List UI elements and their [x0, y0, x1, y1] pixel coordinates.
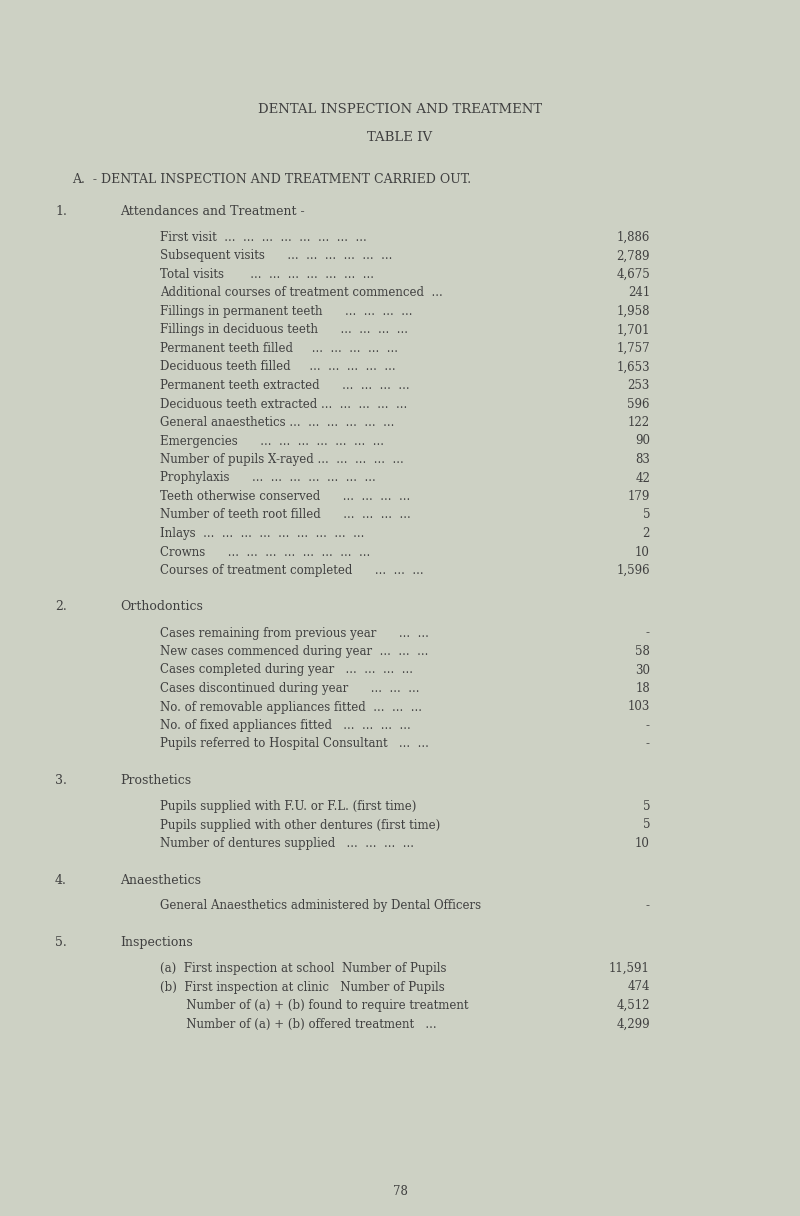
Text: 83: 83 [635, 454, 650, 466]
Text: General Anaesthetics administered by Dental Officers: General Anaesthetics administered by Den… [160, 900, 481, 912]
Text: 2.: 2. [55, 601, 66, 614]
Text: 4,675: 4,675 [616, 268, 650, 281]
Text: Pupils referred to Hospital Consultant   ...  ...: Pupils referred to Hospital Consultant .… [160, 737, 429, 750]
Text: Permanent teeth filled     ...  ...  ...  ...  ...: Permanent teeth filled ... ... ... ... .… [160, 342, 398, 355]
Text: Cases remaining from previous year      ...  ...: Cases remaining from previous year ... .… [160, 626, 429, 640]
Text: New cases commenced during year  ...  ...  ...: New cases commenced during year ... ... … [160, 644, 428, 658]
Text: 78: 78 [393, 1186, 407, 1198]
Text: -: - [646, 900, 650, 912]
Text: Fillings in permanent teeth      ...  ...  ...  ...: Fillings in permanent teeth ... ... ... … [160, 305, 413, 319]
Text: 1,958: 1,958 [617, 305, 650, 319]
Text: Crowns      ...  ...  ...  ...  ...  ...  ...  ...: Crowns ... ... ... ... ... ... ... ... [160, 546, 370, 558]
Text: Additional courses of treatment commenced  ...: Additional courses of treatment commence… [160, 287, 442, 299]
Text: 58: 58 [635, 644, 650, 658]
Text: 4.: 4. [55, 873, 67, 886]
Text: Prosthetics: Prosthetics [120, 775, 191, 787]
Text: Cases discontinued during year      ...  ...  ...: Cases discontinued during year ... ... .… [160, 682, 419, 696]
Text: 1.: 1. [55, 206, 67, 218]
Text: -: - [646, 626, 650, 640]
Text: 5: 5 [642, 508, 650, 522]
Text: 1,653: 1,653 [616, 360, 650, 373]
Text: Deciduous teeth extracted ...  ...  ...  ...  ...: Deciduous teeth extracted ... ... ... ..… [160, 398, 407, 411]
Text: 2,789: 2,789 [617, 249, 650, 263]
Text: Number of teeth root filled      ...  ...  ...  ...: Number of teeth root filled ... ... ... … [160, 508, 410, 522]
Text: Teeth otherwise conserved      ...  ...  ...  ...: Teeth otherwise conserved ... ... ... ..… [160, 490, 410, 503]
Text: Subsequent visits      ...  ...  ...  ...  ...  ...: Subsequent visits ... ... ... ... ... ..… [160, 249, 392, 263]
Text: Pupils supplied with F.U. or F.L. (first time): Pupils supplied with F.U. or F.L. (first… [160, 800, 416, 814]
Text: 4,299: 4,299 [616, 1018, 650, 1030]
Text: General anaesthetics ...  ...  ...  ...  ...  ...: General anaesthetics ... ... ... ... ...… [160, 416, 394, 429]
Text: Fillings in deciduous teeth      ...  ...  ...  ...: Fillings in deciduous teeth ... ... ... … [160, 323, 408, 337]
Text: Number of dentures supplied   ...  ...  ...  ...: Number of dentures supplied ... ... ... … [160, 837, 414, 850]
Text: 4,512: 4,512 [617, 1000, 650, 1012]
Text: 253: 253 [628, 379, 650, 392]
Text: Inlays  ...  ...  ...  ...  ...  ...  ...  ...  ...: Inlays ... ... ... ... ... ... ... ... .… [160, 527, 364, 540]
Text: 10: 10 [635, 546, 650, 558]
Text: 179: 179 [628, 490, 650, 503]
Text: 10: 10 [635, 837, 650, 850]
Text: 90: 90 [635, 434, 650, 447]
Text: 5.: 5. [55, 936, 66, 948]
Text: Permanent teeth extracted      ...  ...  ...  ...: Permanent teeth extracted ... ... ... ..… [160, 379, 410, 392]
Text: 5: 5 [642, 818, 650, 832]
Text: Orthodontics: Orthodontics [120, 601, 203, 614]
Text: (b)  First inspection at clinic   Number of Pupils: (b) First inspection at clinic Number of… [160, 980, 445, 993]
Text: No. of fixed appliances fitted   ...  ...  ...  ...: No. of fixed appliances fitted ... ... .… [160, 719, 410, 732]
Text: 474: 474 [627, 980, 650, 993]
Text: Deciduous teeth filled     ...  ...  ...  ...  ...: Deciduous teeth filled ... ... ... ... .… [160, 360, 396, 373]
Text: Prophylaxis      ...  ...  ...  ...  ...  ...  ...: Prophylaxis ... ... ... ... ... ... ... [160, 472, 376, 484]
Text: 1,757: 1,757 [616, 342, 650, 355]
Text: Inspections: Inspections [120, 936, 193, 948]
Text: 122: 122 [628, 416, 650, 429]
Text: TABLE IV: TABLE IV [367, 131, 433, 143]
Text: Total visits       ...  ...  ...  ...  ...  ...  ...: Total visits ... ... ... ... ... ... ... [160, 268, 374, 281]
Text: 11,591: 11,591 [609, 962, 650, 975]
Text: Number of pupils X-rayed ...  ...  ...  ...  ...: Number of pupils X-rayed ... ... ... ...… [160, 454, 404, 466]
Text: -: - [646, 737, 650, 750]
Text: DENTAL INSPECTION AND TREATMENT: DENTAL INSPECTION AND TREATMENT [258, 103, 542, 116]
Text: 18: 18 [635, 682, 650, 696]
Text: -: - [646, 719, 650, 732]
Text: Number of (a) + (b) found to require treatment: Number of (a) + (b) found to require tre… [160, 1000, 469, 1012]
Text: 42: 42 [635, 472, 650, 484]
Text: 3.: 3. [55, 775, 67, 787]
Text: Anaesthetics: Anaesthetics [120, 873, 201, 886]
Text: Number of (a) + (b) offered treatment   ...: Number of (a) + (b) offered treatment ..… [160, 1018, 437, 1030]
Text: Courses of treatment completed      ...  ...  ...: Courses of treatment completed ... ... .… [160, 564, 424, 578]
Text: 596: 596 [627, 398, 650, 411]
Text: No. of removable appliances fitted  ...  ...  ...: No. of removable appliances fitted ... .… [160, 700, 422, 714]
Text: 1,596: 1,596 [616, 564, 650, 578]
Text: 103: 103 [628, 700, 650, 714]
Text: (a)  First inspection at school  Number of Pupils: (a) First inspection at school Number of… [160, 962, 446, 975]
Text: First visit  ...  ...  ...  ...  ...  ...  ...  ...: First visit ... ... ... ... ... ... ... … [160, 231, 366, 244]
Text: 30: 30 [635, 664, 650, 676]
Text: A.  - DENTAL INSPECTION AND TREATMENT CARRIED OUT.: A. - DENTAL INSPECTION AND TREATMENT CAR… [72, 173, 471, 186]
Text: 5: 5 [642, 800, 650, 814]
Text: 1,886: 1,886 [617, 231, 650, 244]
Text: Emergencies      ...  ...  ...  ...  ...  ...  ...: Emergencies ... ... ... ... ... ... ... [160, 434, 384, 447]
Text: Cases completed during year   ...  ...  ...  ...: Cases completed during year ... ... ... … [160, 664, 413, 676]
Text: 2: 2 [642, 527, 650, 540]
Text: Pupils supplied with other dentures (first time): Pupils supplied with other dentures (fir… [160, 818, 440, 832]
Text: 1,701: 1,701 [617, 323, 650, 337]
Text: 241: 241 [628, 287, 650, 299]
Text: Attendances and Treatment -: Attendances and Treatment - [120, 206, 305, 218]
